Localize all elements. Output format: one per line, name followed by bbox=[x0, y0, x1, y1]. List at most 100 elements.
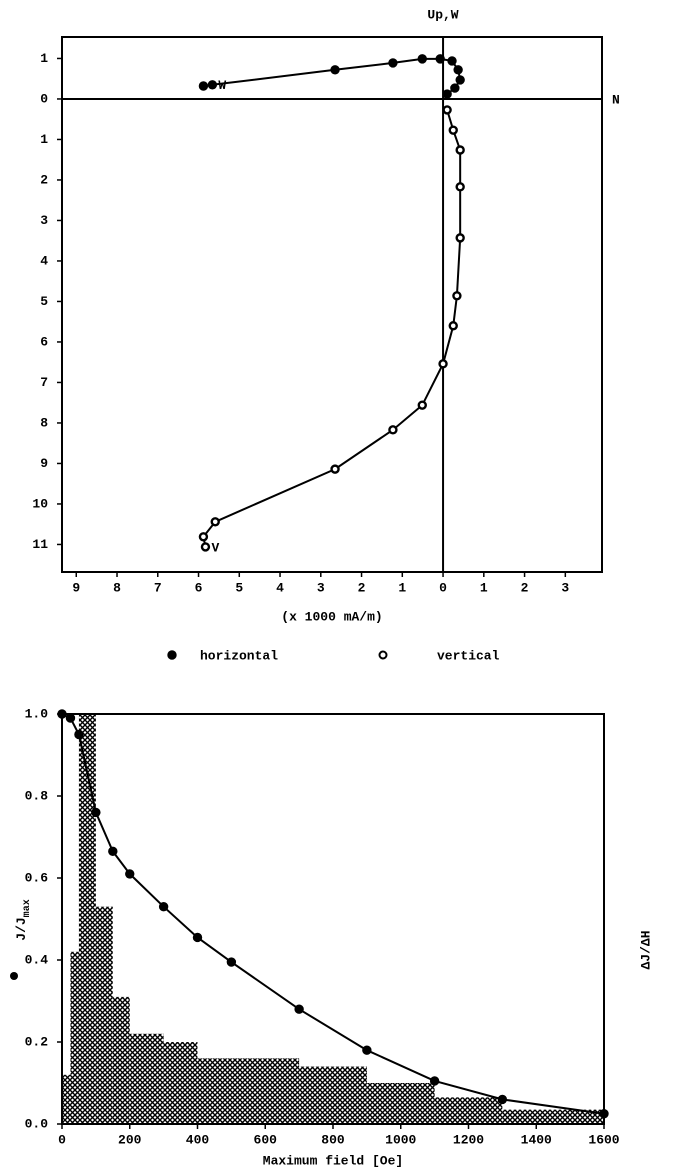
data-point bbox=[388, 58, 398, 68]
y-tick-label: 9 bbox=[40, 456, 48, 471]
data-point bbox=[108, 846, 118, 857]
data-point bbox=[388, 425, 398, 435]
x-tick-label: 8 bbox=[113, 580, 121, 595]
x-tick-label: 1400 bbox=[521, 1132, 552, 1147]
data-point bbox=[450, 83, 460, 93]
annotation-up-w: Up,W bbox=[427, 7, 458, 22]
x-tick-label: 7 bbox=[154, 580, 162, 595]
y-tick-label: 11 bbox=[32, 537, 48, 552]
y-tick-label: 0.4 bbox=[25, 952, 49, 967]
y-tick-label: 3 bbox=[40, 213, 48, 228]
data-point bbox=[91, 807, 101, 818]
histogram-bar bbox=[112, 996, 130, 1124]
y-tick-label: 0.2 bbox=[25, 1034, 49, 1049]
x-tick-label: 1 bbox=[398, 580, 406, 595]
y-tick-label: 10 bbox=[32, 496, 48, 511]
y-tick-label: 5 bbox=[40, 294, 48, 309]
data-point bbox=[158, 902, 169, 912]
data-point bbox=[497, 1094, 508, 1105]
histogram-bar bbox=[502, 1109, 604, 1124]
histogram-bar bbox=[62, 1074, 71, 1124]
y-axis-label: J/Jmax bbox=[14, 899, 32, 940]
y-tick-label: 4 bbox=[40, 253, 48, 268]
histogram-bar bbox=[163, 1042, 198, 1124]
y-tick-label: 1 bbox=[40, 132, 48, 147]
data-point bbox=[455, 75, 465, 85]
data-point bbox=[447, 56, 457, 66]
y-tick-label: 0 bbox=[40, 91, 48, 106]
legend-label: horizontal bbox=[200, 648, 278, 663]
series-line bbox=[203, 57, 462, 95]
y-tick-label: 1 bbox=[40, 51, 48, 66]
data-point bbox=[429, 1076, 440, 1086]
data-point bbox=[198, 81, 209, 91]
histogram-bar bbox=[95, 906, 113, 1124]
x-tick-label: 3 bbox=[561, 580, 569, 595]
data-point bbox=[448, 125, 458, 135]
plot-frame bbox=[61, 36, 603, 573]
data-point bbox=[438, 359, 448, 369]
series-line bbox=[202, 109, 462, 548]
x-tick-label: 2 bbox=[521, 580, 529, 595]
data-point bbox=[442, 89, 452, 99]
x-tick-label: 800 bbox=[321, 1132, 345, 1147]
histogram-bar bbox=[78, 714, 96, 1124]
histogram-bar bbox=[366, 1083, 435, 1124]
x-tick-label: 0 bbox=[58, 1132, 66, 1147]
data-point bbox=[453, 65, 463, 75]
histogram-bar bbox=[70, 951, 79, 1124]
x-tick-label: 1600 bbox=[588, 1132, 619, 1147]
data-point bbox=[417, 54, 427, 64]
y-tick-label: 0.8 bbox=[25, 788, 49, 803]
data-point bbox=[330, 464, 340, 474]
x-tick-label: 9 bbox=[72, 580, 80, 595]
data-point bbox=[192, 932, 203, 943]
x-tick-label: 200 bbox=[118, 1132, 142, 1147]
histogram-bar bbox=[197, 1058, 300, 1124]
series-line bbox=[61, 713, 605, 1115]
data-point bbox=[442, 105, 452, 115]
x-tick-label: 4 bbox=[276, 580, 284, 595]
data-point bbox=[455, 145, 465, 155]
data-point bbox=[362, 1045, 372, 1055]
x-tick-label: 400 bbox=[186, 1132, 210, 1147]
y-tick-label: 8 bbox=[40, 415, 48, 430]
y-tick-label: 2 bbox=[40, 172, 48, 187]
x-tick-label: 1 bbox=[480, 580, 488, 595]
data-point bbox=[198, 532, 209, 542]
legend-marker bbox=[378, 650, 388, 660]
annotation-n: N bbox=[612, 92, 620, 107]
y-tick-label: 1.0 bbox=[25, 706, 49, 721]
histogram-bar bbox=[434, 1097, 503, 1124]
data-point bbox=[330, 65, 340, 75]
x-tick-label: 1200 bbox=[453, 1132, 484, 1147]
x-tick-label: 0 bbox=[439, 580, 447, 595]
x-tick-label: 6 bbox=[195, 580, 203, 595]
data-point bbox=[210, 517, 220, 527]
point-label: V bbox=[211, 540, 219, 555]
x-tick-label: 600 bbox=[254, 1132, 278, 1147]
x-tick-label: 2 bbox=[358, 580, 366, 595]
data-point bbox=[455, 182, 465, 192]
y-tick-label: 0.0 bbox=[25, 1116, 49, 1131]
data-point bbox=[452, 291, 462, 301]
data-point bbox=[74, 729, 84, 740]
x-tick-label: 1000 bbox=[385, 1132, 416, 1147]
y-tick-label: 0.6 bbox=[25, 870, 49, 885]
y2-axis-label: ΔJ/ΔH bbox=[638, 930, 653, 969]
y-label-sub: max bbox=[22, 899, 33, 917]
y-tick-label: 6 bbox=[40, 334, 48, 349]
data-point bbox=[200, 542, 211, 552]
point-label: W bbox=[218, 78, 226, 93]
x-axis-label: (x 1000 mA/m) bbox=[281, 609, 382, 624]
data-point bbox=[435, 54, 445, 64]
data-point bbox=[455, 233, 465, 243]
data-point bbox=[57, 709, 67, 719]
data-point bbox=[207, 80, 218, 90]
x-axis-label: Maximum field [Oe] bbox=[263, 1153, 403, 1168]
y-tick-label: 7 bbox=[40, 375, 48, 390]
data-point bbox=[294, 1004, 304, 1014]
histogram-bar bbox=[299, 1066, 367, 1124]
data-point bbox=[65, 713, 76, 723]
